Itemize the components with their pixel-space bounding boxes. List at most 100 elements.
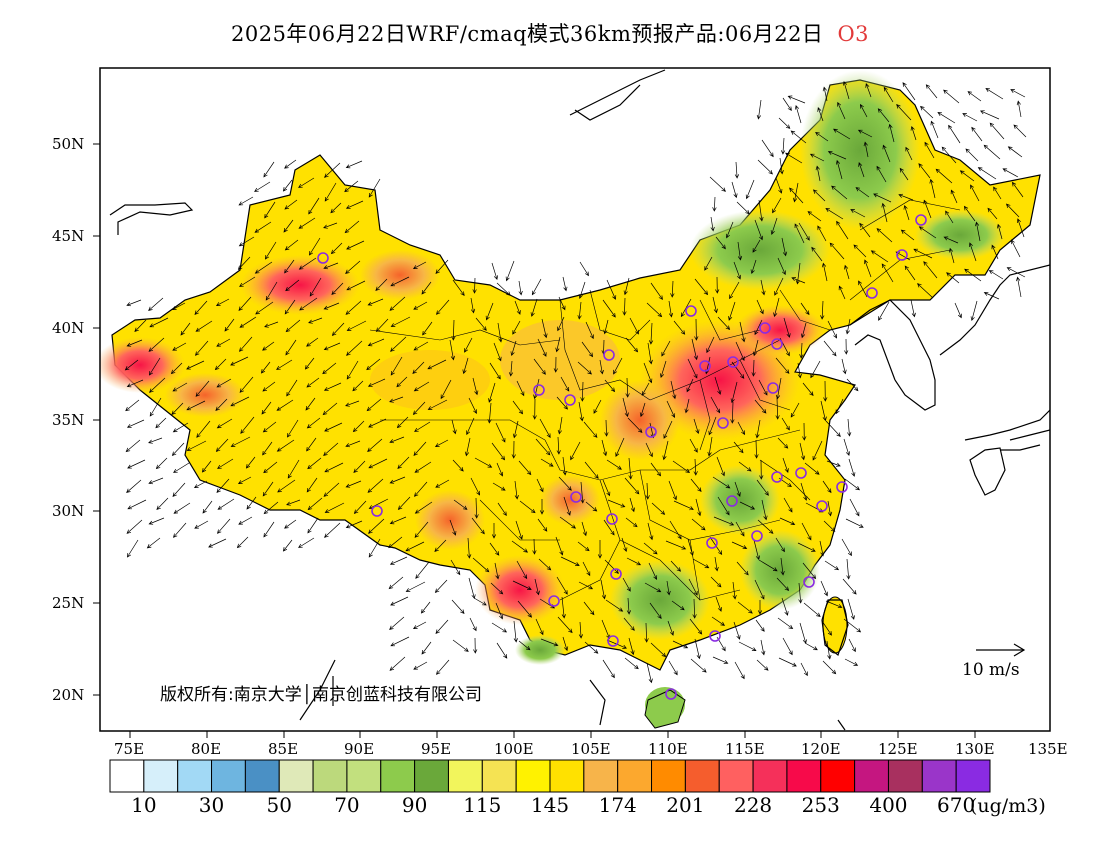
wind-arrow [733,441,744,454]
station-marker[interactable]: 上海 [836,481,848,493]
wind-arrow [621,537,628,553]
station-marker[interactable]: 太原 [699,360,711,372]
wind-arrow [390,636,410,647]
wind-arrow [561,596,566,619]
wind-arrow [824,560,840,571]
wind-arrow [881,202,888,223]
wind-arrow [323,222,338,229]
wind-arrow [214,358,227,371]
wind-arrow [778,657,797,667]
wind-arrow [603,519,615,536]
wind-arrow [965,148,979,162]
station-marker[interactable]: 武汉 [706,537,718,549]
colorbar-label: 30 [198,793,225,817]
wind-arrow [262,481,274,497]
station-marker[interactable]: 石家庄 [727,356,739,368]
wind-arrow [668,480,677,501]
wind-arrow [648,562,658,581]
wind-arrow [126,479,142,494]
station-marker[interactable]: 南宁 [607,635,619,647]
wind-arrow [1005,203,1020,218]
station-marker[interactable]: 广州 [709,630,721,642]
station-marker[interactable]: 贵阳 [606,513,618,525]
wind-arrow [149,377,166,393]
station-marker[interactable]: 济南 [767,382,779,394]
station-marker[interactable]: 哈尔滨 [915,214,927,226]
wind-arrow [306,337,319,347]
wind-arrow [497,322,503,343]
wind-arrow [474,497,479,519]
wind-arrow [860,103,868,118]
wind-arrow [505,260,515,282]
station-marker[interactable]: 拉萨 [371,505,383,517]
wind-arrow [843,618,862,633]
wind-arrow [843,438,851,457]
station-marker[interactable]: 杭州 [816,500,828,512]
station-markers: 哈尔滨长春沈阳北京天津石家庄 太原济南郑州西安 兰州西宁 银川 呼和浩特南京合肥 上海杭州… [317,214,927,700]
station-marker[interactable]: 呼和浩特 [685,305,697,317]
wind-arrow [601,439,608,457]
wind-arrow [963,205,976,222]
wind-arrow [583,601,595,616]
station-marker[interactable]: 重庆 [610,568,622,580]
station-marker[interactable]: 银川 [603,349,615,361]
wind-arrow [694,638,701,660]
station-marker[interactable]: 西宁 [564,394,576,406]
wind-arrow [714,556,719,572]
wind-arrow [309,277,322,297]
lon-label-100e: 100E [494,740,534,758]
wind-arrow [156,497,169,511]
station-marker[interactable]: 郑州 [717,417,729,429]
wind-arrow [648,322,654,345]
station-marker[interactable]: 昆明 [548,595,560,607]
station-marker[interactable]: 南京 [771,471,783,483]
wind-arrow [987,207,998,220]
colorbar-label: 670 [937,793,976,817]
wind-arrow [412,401,426,415]
wind-arrow [563,496,571,516]
wind-arrow [625,337,639,353]
wind-arrow [539,499,545,515]
wind-arrow [324,522,341,538]
wind-arrow [593,399,602,414]
wind-arrow [935,168,953,184]
station-marker[interactable]: 北京 [759,322,771,334]
wind-arrow [734,661,745,680]
wind-arrow [239,376,254,393]
wind-arrow [794,223,805,244]
wind-arrow [668,660,678,676]
wind-arrow [707,436,713,457]
wind-arrow [541,318,548,339]
station-marker[interactable]: 长春 [896,249,908,261]
wind-arrow [299,297,318,311]
station-marker[interactable]: 兰州 [533,384,545,396]
wind-arrow [983,144,1001,160]
wind-arrow [396,416,409,429]
station-marker[interactable]: 西安 [645,426,657,438]
station-marker[interactable]: 天津 [771,338,783,350]
wind-arrow [757,600,763,615]
station-marker[interactable]: 合肥 [726,495,738,507]
station-marker[interactable]: 南昌 [795,467,807,479]
lon-label-115e: 115E [725,740,765,758]
wind-arrow [276,439,295,452]
wind-arrow [186,440,207,451]
wind-arrow [494,562,500,580]
wind-arrow [557,416,563,435]
station-marker[interactable]: 长沙 [751,530,763,542]
station-marker[interactable]: 海口 [665,688,677,700]
station-marker[interactable]: 福州 [803,576,815,588]
wind-arrow [396,376,408,388]
wind-arrow [475,317,487,331]
station-marker[interactable]: 成都 [570,491,582,503]
station-marker[interactable]: 沈阳 [866,287,878,299]
wind-arrow [397,456,410,470]
wind-arrow [820,300,825,320]
wind-arrow [692,558,710,569]
station-marker[interactable]: 乌鲁木齐 [317,252,329,264]
wind-arrow [368,418,387,428]
map-frame [99,67,1051,732]
wind-arrow [584,461,599,479]
colorbar-swatch [278,759,314,793]
wind-arrow [777,617,794,630]
